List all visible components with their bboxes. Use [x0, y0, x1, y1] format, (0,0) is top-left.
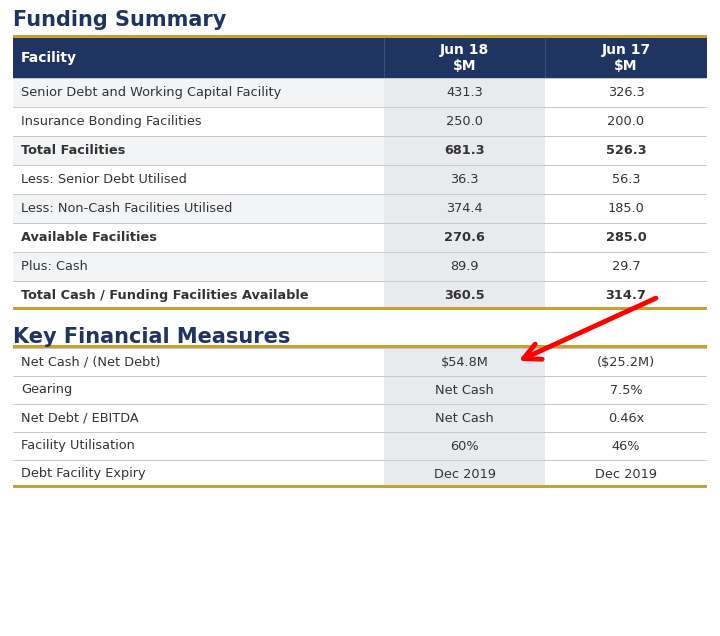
Bar — [545, 404, 707, 432]
Text: Net Cash: Net Cash — [435, 411, 494, 424]
Text: Key Financial Measures: Key Financial Measures — [13, 327, 290, 347]
Text: Less: Senior Debt Utilised: Less: Senior Debt Utilised — [21, 173, 187, 186]
Text: 250.0: 250.0 — [446, 115, 483, 128]
Text: 7.5%: 7.5% — [610, 384, 642, 396]
Text: Jun 18
$M: Jun 18 $M — [440, 43, 489, 73]
Bar — [13, 38, 707, 78]
Text: Funding Summary: Funding Summary — [13, 10, 226, 30]
Text: Available Facilities: Available Facilities — [21, 231, 157, 244]
Text: Facility: Facility — [21, 51, 77, 65]
Bar — [545, 348, 707, 376]
Text: 36.3: 36.3 — [450, 173, 479, 186]
Bar — [13, 135, 707, 137]
Bar — [13, 107, 384, 136]
Bar — [384, 432, 545, 460]
Bar — [545, 78, 707, 107]
Bar — [545, 460, 707, 488]
Bar — [545, 194, 707, 223]
Text: 200.0: 200.0 — [608, 115, 644, 128]
Bar — [384, 281, 545, 310]
Bar — [13, 404, 384, 432]
Bar — [384, 404, 545, 432]
Bar — [384, 136, 545, 165]
Bar — [384, 194, 545, 223]
Text: Total Facilities: Total Facilities — [21, 144, 125, 157]
Bar — [545, 107, 707, 136]
Text: Gearing: Gearing — [21, 384, 72, 396]
Text: 526.3: 526.3 — [606, 144, 647, 157]
Text: 29.7: 29.7 — [612, 260, 640, 273]
Bar — [545, 136, 707, 165]
Text: 681.3: 681.3 — [444, 144, 485, 157]
Bar — [13, 194, 707, 195]
Bar — [384, 107, 545, 136]
Bar — [545, 38, 546, 78]
Text: Plus: Cash: Plus: Cash — [21, 260, 88, 273]
Bar — [13, 223, 384, 252]
Text: 46%: 46% — [612, 439, 640, 452]
Text: 185.0: 185.0 — [608, 202, 644, 215]
Text: 89.9: 89.9 — [450, 260, 479, 273]
Bar — [384, 460, 545, 488]
Bar — [384, 223, 545, 252]
Text: 374.4: 374.4 — [446, 202, 483, 215]
Bar — [545, 165, 707, 194]
Bar — [384, 165, 545, 194]
Bar — [545, 281, 707, 310]
Bar — [13, 165, 384, 194]
Bar — [13, 432, 384, 460]
Text: 285.0: 285.0 — [606, 231, 647, 244]
Text: Dec 2019: Dec 2019 — [433, 467, 495, 481]
Bar — [545, 252, 707, 281]
Text: Jun 17
$M: Jun 17 $M — [601, 43, 651, 73]
Bar — [13, 194, 384, 223]
Text: Senior Debt and Working Capital Facility: Senior Debt and Working Capital Facility — [21, 86, 282, 99]
Bar — [384, 38, 385, 78]
Text: 0.46x: 0.46x — [608, 411, 644, 424]
Bar — [13, 348, 707, 349]
Text: ($25.2M): ($25.2M) — [597, 356, 655, 368]
Bar — [13, 348, 384, 376]
Text: Facility Utilisation: Facility Utilisation — [21, 439, 135, 452]
Bar — [13, 35, 707, 38]
Bar — [545, 223, 707, 252]
Bar — [384, 348, 545, 376]
Bar — [13, 376, 707, 377]
Bar — [384, 376, 545, 404]
Text: Dec 2019: Dec 2019 — [595, 467, 657, 481]
Bar — [13, 280, 707, 282]
Text: 314.7: 314.7 — [606, 289, 647, 302]
Text: Net Debt / EBITDA: Net Debt / EBITDA — [21, 411, 139, 424]
Bar — [384, 78, 545, 107]
Text: 360.5: 360.5 — [444, 289, 485, 302]
Bar — [13, 345, 707, 348]
Bar — [545, 376, 707, 404]
Text: Insurance Bonding Facilities: Insurance Bonding Facilities — [21, 115, 202, 128]
Bar — [545, 432, 707, 460]
Text: Less: Non-Cash Facilities Utilised: Less: Non-Cash Facilities Utilised — [21, 202, 233, 215]
Bar — [384, 252, 545, 281]
Bar — [13, 281, 384, 310]
Bar — [13, 485, 707, 488]
Text: 431.3: 431.3 — [446, 86, 483, 99]
Text: Net Cash: Net Cash — [435, 384, 494, 396]
Bar — [13, 136, 384, 165]
Text: 326.3: 326.3 — [608, 86, 644, 99]
Bar — [13, 460, 384, 488]
Text: Net Cash / (Net Debt): Net Cash / (Net Debt) — [21, 356, 161, 368]
Text: 56.3: 56.3 — [612, 173, 640, 186]
Bar — [13, 252, 384, 281]
Text: 270.6: 270.6 — [444, 231, 485, 244]
Text: Total Cash / Funding Facilities Available: Total Cash / Funding Facilities Availabl… — [21, 289, 309, 302]
Text: Debt Facility Expiry: Debt Facility Expiry — [21, 467, 145, 481]
Bar — [13, 376, 384, 404]
Bar — [13, 307, 707, 310]
Bar — [13, 78, 384, 107]
Text: 60%: 60% — [450, 439, 479, 452]
Text: $54.8M: $54.8M — [441, 356, 488, 368]
